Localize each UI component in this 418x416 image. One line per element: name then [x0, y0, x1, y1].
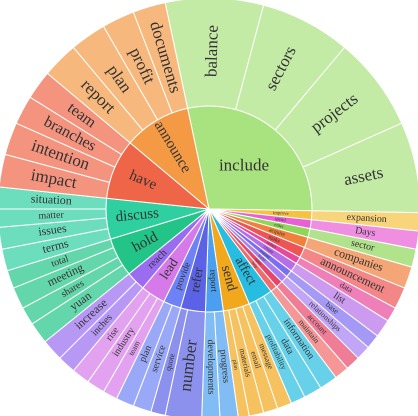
outer-label: plan — [231, 359, 239, 370]
outer-label: situation — [30, 191, 72, 207]
inner-label: spend — [274, 217, 286, 224]
inner-label: help — [251, 260, 259, 269]
outer-label: Days — [354, 225, 376, 239]
inner-label: expand — [259, 248, 271, 259]
inner-label: acquire — [268, 227, 286, 238]
outer-label: progress — [217, 349, 231, 384]
inner-label: include — [219, 155, 269, 174]
inner-label: discuss — [115, 205, 160, 225]
outer-label: matter — [38, 210, 64, 222]
inner-label: send — [218, 264, 240, 293]
inner-label: build — [257, 253, 266, 262]
outer-segment — [302, 122, 418, 214]
outer-label: developments — [205, 339, 216, 394]
inner-label: make — [267, 234, 281, 245]
inner-label: report — [207, 269, 218, 292]
outer-label: balance — [201, 25, 221, 77]
outer-label: terms — [41, 236, 70, 256]
inner-label: create — [262, 245, 274, 255]
outer-label: expansion — [346, 212, 387, 225]
inner-label: improve — [273, 211, 289, 217]
inner-label: open — [254, 257, 263, 266]
inner-label: enter — [274, 223, 285, 230]
outer-label: issues — [37, 221, 67, 239]
inner-label: refer — [187, 266, 206, 294]
outer-label: quote — [164, 352, 177, 372]
inner-label: collect — [266, 240, 279, 250]
outer-segment — [132, 2, 189, 114]
